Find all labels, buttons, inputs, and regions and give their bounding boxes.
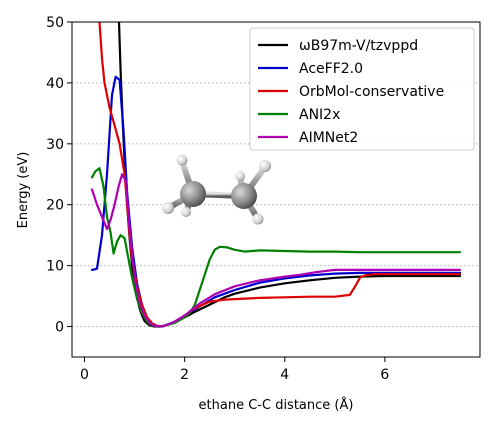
y-tick-label: 10 xyxy=(46,259,64,275)
y-tick-label: 50 xyxy=(46,15,64,31)
legend-label-0: ωB97m-V/tzvppd xyxy=(299,38,418,54)
x-tick-label: 6 xyxy=(380,367,389,383)
x-tick-label: 4 xyxy=(280,367,289,383)
plot-frame xyxy=(71,21,481,358)
legend-label-2: OrbMol-conservative xyxy=(299,84,444,100)
y-tick-label: 0 xyxy=(55,320,64,336)
series-lines xyxy=(90,22,462,328)
legend: ωB97m-V/tzvppd AceFF2.0 OrbMol-conservativ… xyxy=(249,27,475,151)
legend-label-1: AceFF2.0 xyxy=(299,61,363,77)
axis-ticks: 0 10 20 30 40 50 0 2 4 6 xyxy=(46,15,389,383)
y-tick-label: 20 xyxy=(46,198,64,214)
x-axis-label: ethane C-C distance (Å) xyxy=(199,397,354,413)
ethane-molecule-inset xyxy=(162,154,271,225)
y-axis-label: Energy (eV) xyxy=(16,152,31,229)
legend-label-4: AIMNet2 xyxy=(299,130,358,146)
y-tick-label: 30 xyxy=(46,137,64,153)
series-line-3 xyxy=(90,167,462,328)
x-tick-label: 0 xyxy=(80,367,89,383)
legend-box xyxy=(249,27,475,151)
y-tick-label: 40 xyxy=(46,76,64,92)
x-tick-label: 2 xyxy=(180,367,189,383)
series-line-4 xyxy=(90,173,462,328)
legend-label-3: ANI2x xyxy=(299,107,340,123)
